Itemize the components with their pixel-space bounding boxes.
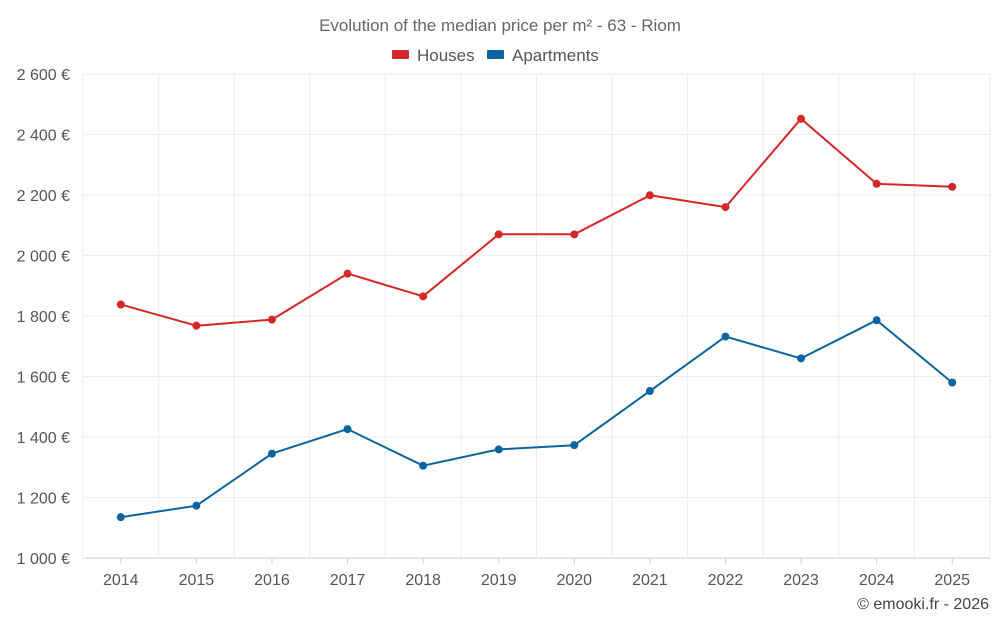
- data-point-apartments[interactable]: [494, 445, 503, 454]
- data-point-houses[interactable]: [721, 203, 730, 212]
- y-tick-label: 1 200 €: [17, 491, 70, 508]
- legend-swatch-houses: [392, 50, 409, 59]
- data-point-houses[interactable]: [343, 269, 352, 278]
- legend-item-apartments[interactable]: Apartments: [487, 46, 599, 65]
- y-tick-label: 2 600 €: [17, 67, 70, 84]
- y-tick-label: 1 400 €: [17, 430, 70, 447]
- data-point-apartments[interactable]: [343, 425, 352, 434]
- data-point-houses[interactable]: [570, 230, 579, 239]
- x-tick-label: 2022: [708, 572, 744, 589]
- grid: [82, 73, 991, 559]
- legend-swatch-apartments: [487, 50, 504, 59]
- data-point-houses[interactable]: [419, 292, 428, 301]
- legend-label-apartments: Apartments: [512, 46, 599, 65]
- x-tick-label: 2021: [632, 572, 668, 589]
- data-point-houses[interactable]: [872, 179, 881, 188]
- x-axis: 2014 2015 2016 2017 2018 2019 2020 2021 2022 2023…: [103, 558, 970, 589]
- y-axis: 1 000 € 1 200 € 1 400 € 1 600 € 1 800 € 2 000…: [17, 67, 70, 568]
- data-point-apartments[interactable]: [267, 449, 276, 458]
- data-point-houses[interactable]: [192, 321, 201, 330]
- series-layer: [116, 114, 957, 522]
- y-tick-label: 2 400 €: [17, 128, 70, 145]
- legend-label-houses: Houses: [417, 46, 475, 65]
- series-line-apartments: [120, 319, 953, 519]
- chart-credit: © emooki.fr - 2026: [857, 596, 989, 613]
- x-tick-label: 2023: [783, 572, 819, 589]
- data-point-apartments[interactable]: [116, 513, 125, 522]
- x-tick-label: 2014: [103, 572, 139, 589]
- data-point-apartments[interactable]: [192, 501, 201, 510]
- data-point-houses[interactable]: [494, 230, 503, 239]
- data-point-houses[interactable]: [645, 191, 654, 200]
- y-tick-label: 1 800 €: [17, 309, 70, 326]
- data-point-houses[interactable]: [267, 315, 276, 324]
- x-tick-label: 2024: [859, 572, 895, 589]
- series-apartments: [116, 316, 957, 522]
- data-point-apartments[interactable]: [570, 441, 579, 450]
- legend: Houses Apartments: [392, 46, 599, 65]
- chart-title: Evolution of the median price per m² - 6…: [319, 16, 681, 35]
- y-tick-label: 2 000 €: [17, 249, 70, 266]
- data-point-apartments[interactable]: [797, 354, 806, 363]
- series-line-houses: [120, 117, 953, 327]
- series-houses: [116, 114, 957, 330]
- data-point-apartments[interactable]: [872, 316, 881, 325]
- x-tick-label: 2015: [179, 572, 215, 589]
- x-tick-label: 2016: [254, 572, 290, 589]
- x-tick-label: 2018: [405, 572, 441, 589]
- data-point-houses[interactable]: [116, 300, 125, 309]
- data-point-apartments[interactable]: [419, 461, 428, 470]
- legend-item-houses[interactable]: Houses: [392, 46, 475, 65]
- x-tick-label: 2020: [556, 572, 592, 589]
- x-tick-label: 2019: [481, 572, 517, 589]
- x-tick-label: 2025: [934, 572, 970, 589]
- y-tick-label: 1 600 €: [17, 370, 70, 387]
- data-point-houses[interactable]: [797, 114, 806, 123]
- data-point-apartments[interactable]: [721, 332, 730, 341]
- data-point-apartments[interactable]: [645, 387, 654, 396]
- y-tick-label: 1 000 €: [17, 551, 70, 568]
- data-point-houses[interactable]: [948, 182, 957, 191]
- data-point-apartments[interactable]: [948, 378, 957, 387]
- x-tick-label: 2017: [330, 572, 366, 589]
- y-tick-label: 2 200 €: [17, 188, 70, 205]
